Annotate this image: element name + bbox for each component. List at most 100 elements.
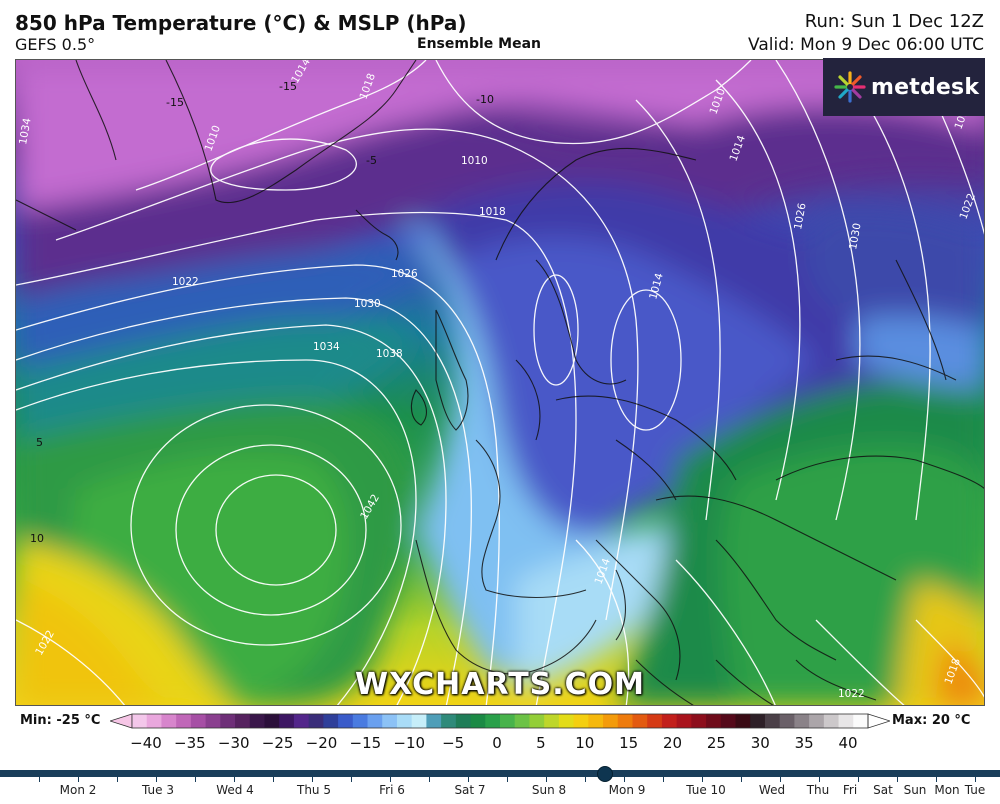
timeline-day-label[interactable]: Sun 8 [531, 783, 567, 797]
legend-tick-label: 25 [706, 734, 726, 752]
legend-tick-label: 30 [750, 734, 770, 752]
chart-title: 850 hPa Temperature (°C) & MSLP (hPa) [15, 11, 467, 35]
legend-tick-label: −30 [217, 734, 250, 752]
timeline-tick [897, 777, 898, 782]
isobar-label: 1022 [172, 276, 199, 288]
colorbar-swatch [235, 714, 251, 728]
colorbar-swatch [853, 714, 869, 728]
weather-map: 1014 1018 1010 1010 1018 1014 1022 1030 … [15, 59, 985, 706]
legend-tick-label: −40 [130, 734, 162, 752]
timeline-tick [819, 777, 820, 782]
isobar-label: 1030 [354, 298, 381, 310]
colorbar-swatch [441, 714, 457, 728]
isobar-label: 1026 [391, 268, 418, 280]
timeline-day-label[interactable]: Mon 9 [608, 783, 646, 797]
timeline-tick [702, 777, 703, 782]
timeline-day-label[interactable]: Fri [842, 783, 858, 797]
watermark: WXCHARTS.COM [354, 667, 646, 702]
timeline-tick [663, 777, 664, 782]
timeline-day-label[interactable]: Fri 6 [379, 783, 405, 797]
color-legend: Min: -25 °C Max: 20 °C −40 −35 −30 −25 −20 −1… [0, 708, 1000, 760]
timeline-day-label[interactable]: Tue 10 [686, 783, 726, 797]
legend-tick-label: 40 [838, 734, 858, 752]
colorbar-swatch [132, 714, 148, 728]
colorbar-swatch [661, 714, 678, 728]
colorbar [110, 713, 890, 729]
legend-tick-label: −15 [349, 734, 382, 752]
timeline-track[interactable] [0, 770, 1000, 777]
timeline-handle[interactable] [597, 766, 613, 782]
colorbar-min-arrow [110, 713, 133, 729]
colorbar-swatch [632, 714, 648, 728]
metdesk-burst-icon [834, 71, 866, 103]
timeline-tick [351, 777, 352, 782]
timeline-day-label[interactable]: Mon 2 [59, 783, 97, 797]
timeline-day-label[interactable]: Thu 5 [297, 783, 331, 797]
timeline-day-label[interactable]: Sun [903, 783, 927, 797]
ensemble-label: Ensemble Mean [417, 36, 541, 52]
timeline-day-label[interactable]: Mon [934, 783, 960, 797]
legend-tick-label: 10 [575, 734, 595, 752]
model-label: GEFS 0.5° [15, 35, 96, 54]
legend-tick-label: −20 [305, 734, 338, 752]
timeline-tick [156, 777, 157, 782]
colorbar-swatch [249, 714, 265, 728]
timeline-day-label[interactable]: Wed [758, 783, 786, 797]
timeline-tick [624, 777, 625, 782]
colorbar-swatch [352, 714, 369, 728]
temp-label: -10 [476, 93, 494, 106]
legend-max: Max: 20 °C [892, 713, 971, 728]
timeline-tick [546, 777, 547, 782]
timeline-tick [858, 777, 859, 782]
timeline-tick [585, 777, 586, 782]
colorbar-swatch [382, 714, 398, 728]
timeline-tick [234, 777, 235, 782]
timeline-day-label[interactable]: Thu [806, 783, 830, 797]
colorbar-swatch [279, 714, 295, 728]
timeline-day-label[interactable]: Sat [873, 783, 893, 797]
timeline-tick [195, 777, 196, 782]
colorbar-swatch [338, 714, 354, 728]
colorbar-swatch [455, 714, 472, 728]
timeline-day-label[interactable]: Sat 7 [454, 783, 486, 797]
colorbar-swatch [500, 714, 516, 728]
metdesk-logo[interactable]: metdesk [823, 58, 985, 116]
colorbar-swatch [617, 714, 633, 728]
colorbar-swatch [720, 714, 737, 728]
timeline-tick [429, 777, 430, 782]
colorbar-swatch [735, 714, 751, 728]
colorbar-swatch [764, 714, 781, 728]
colorbar-max-arrow [867, 713, 890, 729]
timeline-day-label[interactable]: Tue 3 [142, 783, 174, 797]
timeline-tick [78, 777, 79, 782]
valid-label: Valid: Mon 9 Dec 06:00 UTC [748, 35, 984, 55]
colorbar-swatch [544, 714, 560, 728]
timeline-tick [39, 777, 40, 782]
timeline-slider[interactable]: Mon 2 Tue 3 Wed 4 Thu 5 Fri 6 Sat 7 Sun 8 Mon 9… [0, 766, 1000, 804]
colorbar-swatch [809, 714, 825, 728]
timeline-labels: Mon 2 Tue 3 Wed 4 Thu 5 Fri 6 Sat 7 Sun 8 Mon 9… [0, 783, 1000, 801]
isobar-label: 1034 [313, 341, 340, 353]
run-label: Run: Sun 1 Dec 12Z [804, 11, 984, 32]
timeline-day-label[interactable]: Wed 4 [216, 783, 254, 797]
timeline-tick [312, 777, 313, 782]
legend-min: Min: -25 °C [20, 713, 101, 728]
colorbar-swatch [396, 714, 413, 728]
legend-tick-label: −25 [261, 734, 294, 752]
colorbar-swatch [588, 714, 604, 728]
timeline-tick [390, 777, 391, 782]
legend-tick-label: 0 [492, 734, 502, 752]
isobar-label: 1038 [376, 348, 403, 360]
colorbar-swatch [750, 714, 766, 728]
logo-text: metdesk [871, 74, 980, 100]
timeline-tick [468, 777, 469, 782]
colorbar-swatch [367, 714, 383, 728]
colorbar-swatch [823, 714, 840, 728]
legend-tick-label: −5 [442, 734, 465, 752]
isobar-label: 1026 [792, 202, 809, 231]
timeline-day-label[interactable]: Tue [964, 783, 986, 797]
isobar-label: 1010 [461, 155, 488, 167]
colorbar-swatch [706, 714, 722, 728]
isobar-label: 1034 [17, 117, 34, 146]
temp-label: 5 [36, 436, 43, 449]
